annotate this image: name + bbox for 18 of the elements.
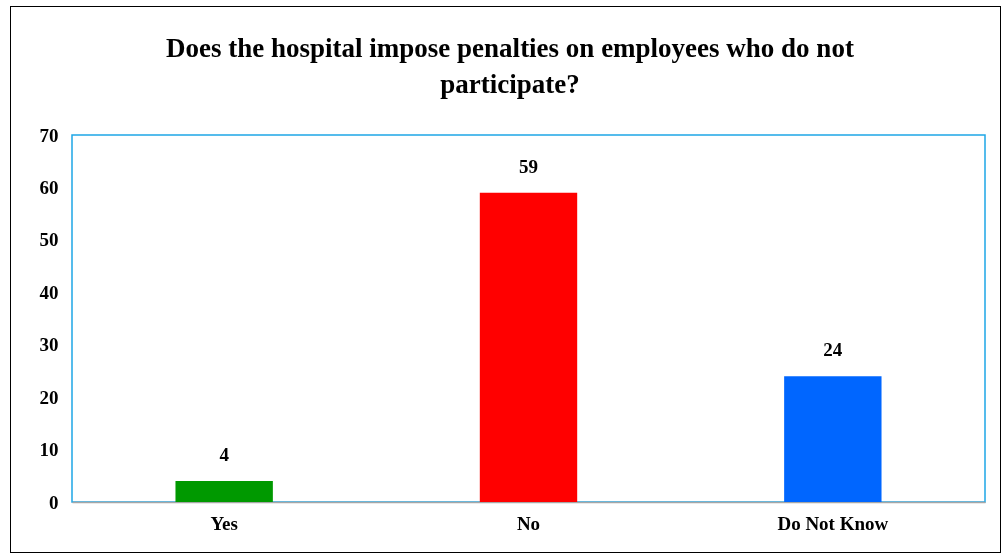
data-label: 4: [219, 444, 230, 466]
data-label: 24: [823, 339, 843, 361]
y-tick-label: 70: [39, 124, 59, 146]
y-tick-label: 0: [49, 491, 59, 513]
bar: [479, 192, 578, 502]
y-tick-label: 40: [39, 281, 59, 303]
bar: [175, 481, 273, 502]
y-tick-label: 50: [39, 229, 59, 251]
data-label: 59: [519, 155, 538, 177]
chart-title: Does the hospital impose penalties on employees who do not participate?: [165, 32, 855, 101]
y-tick-label: 20: [39, 386, 59, 408]
x-tick-label: No: [516, 512, 541, 534]
x-tick-label: Yes: [210, 512, 238, 534]
y-tick-label: 10: [39, 439, 59, 461]
y-tick-label: 60: [39, 176, 59, 198]
y-tick-label: 30: [39, 334, 59, 356]
bar: [784, 376, 882, 502]
x-tick-label: Do Not Know: [777, 512, 889, 534]
